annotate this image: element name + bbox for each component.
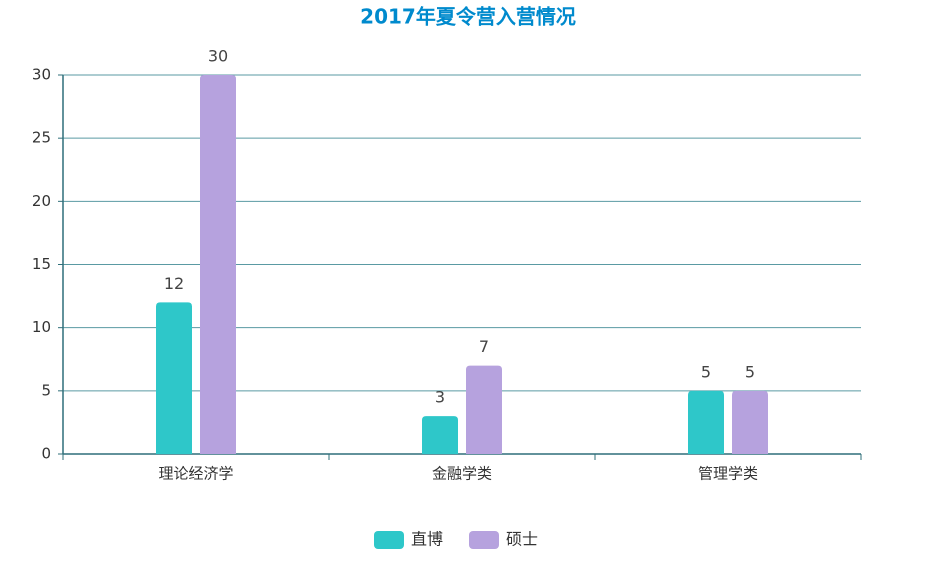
bar [422, 416, 458, 454]
value-label: 12 [164, 274, 184, 293]
value-label: 5 [701, 362, 711, 381]
y-tick-label: 10 [32, 318, 51, 336]
bar [688, 390, 724, 454]
y-tick-label: 15 [32, 255, 51, 273]
y-tick-label: 20 [32, 192, 51, 210]
legend-swatch [374, 531, 404, 549]
value-label: 30 [208, 47, 228, 66]
x-tick-label: 理论经济学 [158, 465, 233, 483]
value-label: 5 [745, 362, 755, 381]
bar [200, 75, 236, 454]
legend-label: 硕士 [506, 530, 538, 549]
value-label: 7 [479, 337, 489, 356]
x-tick-label: 金融学类 [432, 465, 492, 483]
legend-label: 直博 [411, 530, 443, 549]
bar [732, 390, 768, 454]
bar [466, 365, 502, 454]
y-tick-label: 30 [32, 66, 51, 84]
legend-swatch [469, 531, 499, 549]
y-tick-label: 5 [41, 381, 51, 399]
y-tick-label: 25 [32, 129, 51, 147]
chart-title: 2017年夏令营入营情况 [360, 5, 576, 29]
x-tick-label: 管理学类 [698, 465, 758, 483]
bar [156, 302, 192, 454]
y-tick-label: 0 [41, 445, 51, 463]
value-label: 3 [435, 388, 445, 407]
